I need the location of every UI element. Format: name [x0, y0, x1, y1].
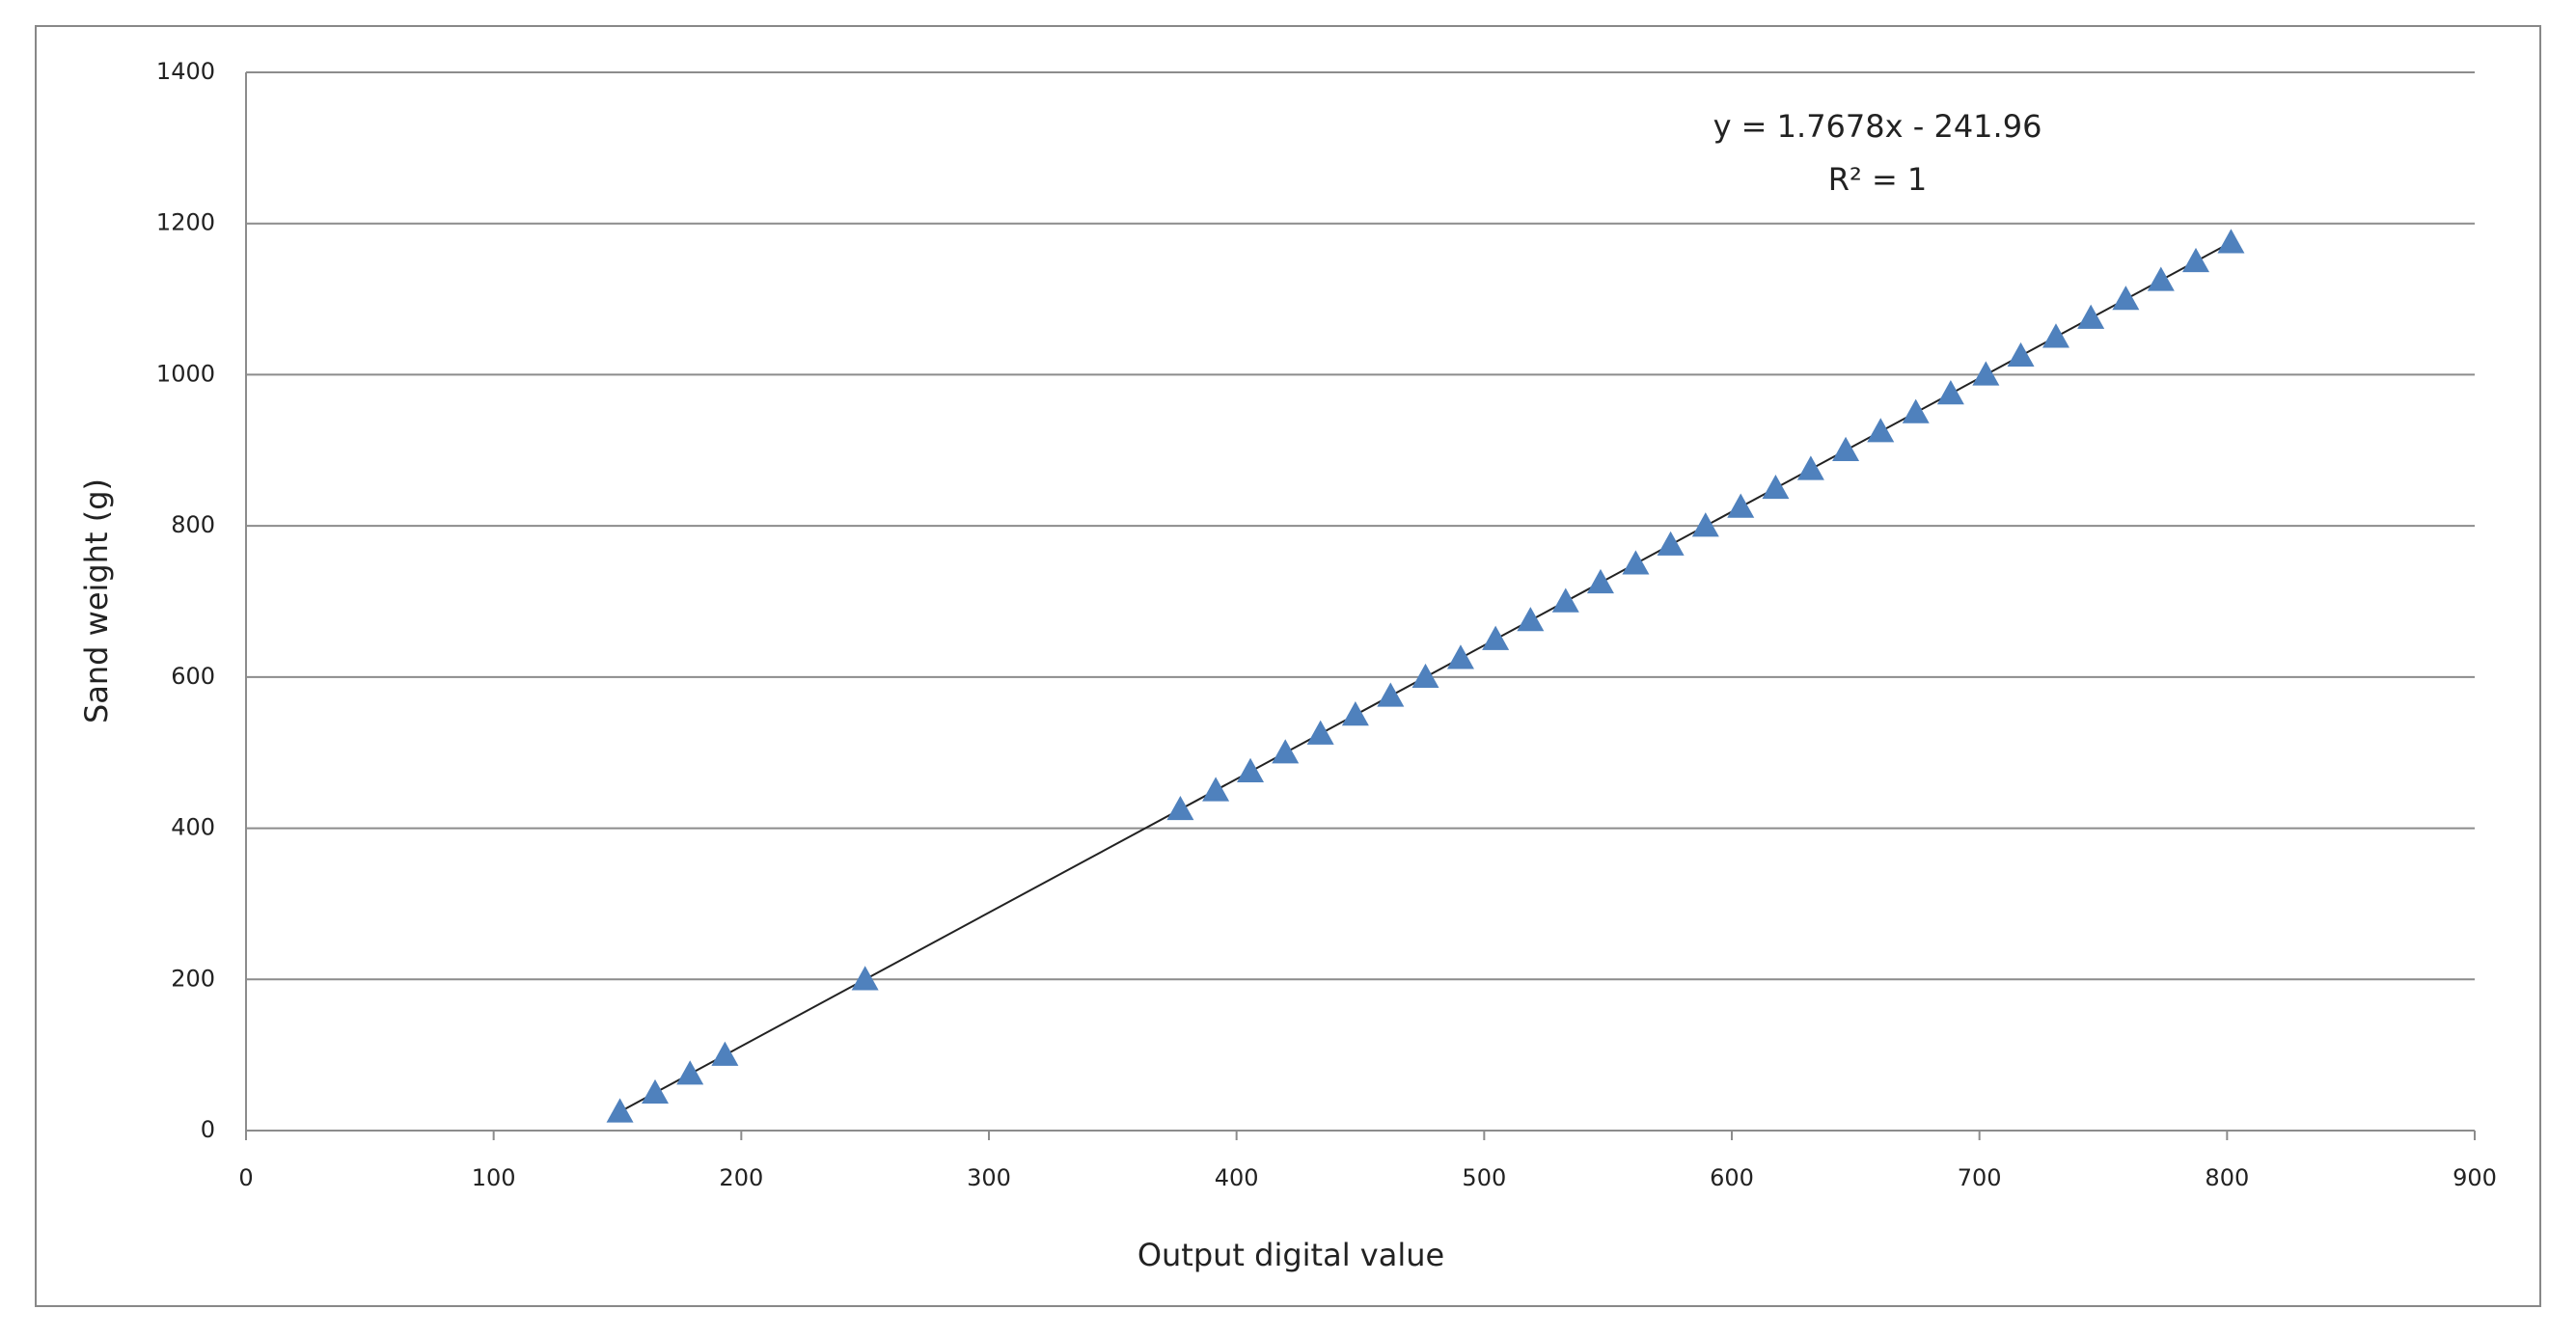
data-point	[1727, 493, 1755, 518]
x-tick-label: 900	[2453, 1164, 2497, 1191]
y-tick-label: 1400	[156, 58, 215, 85]
x-tick-label: 500	[1462, 1164, 1506, 1191]
data-point	[642, 1078, 670, 1105]
data-point	[1902, 398, 1930, 423]
data-point	[1446, 644, 1474, 669]
x-tick-label: 800	[2205, 1164, 2249, 1191]
equation-label: y = 1.7678x - 241.96	[1713, 108, 2042, 145]
x-tick-label: 200	[719, 1164, 763, 1191]
x-tick-label: 300	[967, 1164, 1011, 1191]
y-tick-label: 800	[171, 511, 215, 538]
y-axis-title: Sand weight (g)	[78, 478, 115, 723]
data-point	[1657, 531, 1685, 556]
data-point	[1306, 720, 1334, 745]
data-point	[606, 1098, 634, 1123]
data-point	[1377, 682, 1405, 707]
data-point	[1691, 512, 1719, 537]
y-tick-label: 1000	[156, 360, 215, 387]
x-tick-label: 600	[1710, 1164, 1754, 1191]
x-tick-label: 0	[238, 1164, 253, 1191]
data-point	[2042, 323, 2069, 348]
x-tick-label: 100	[472, 1164, 516, 1191]
r-squared-label: R² = 1	[1828, 161, 1928, 198]
data-point	[1762, 474, 1790, 500]
data-point	[676, 1060, 704, 1085]
data-point	[1272, 739, 1300, 764]
data-point	[2217, 229, 2245, 254]
y-tick-label: 200	[171, 965, 215, 992]
data-point	[1936, 380, 1964, 405]
chart-border	[35, 25, 2541, 1307]
data-point	[1411, 663, 1439, 689]
x-axis-title: Output digital value	[1137, 1237, 1444, 1273]
data-point	[1341, 701, 1369, 726]
data-point	[1517, 607, 1545, 632]
x-tick-label: 400	[1215, 1164, 1259, 1191]
y-tick-label: 0	[201, 1116, 215, 1143]
y-tick-label: 400	[171, 814, 215, 841]
data-point	[1551, 587, 1579, 613]
data-point	[2181, 247, 2209, 273]
data-point	[1202, 777, 1230, 802]
data-point	[1237, 757, 1265, 783]
data-point	[1796, 455, 1824, 480]
data-point	[2077, 304, 2105, 329]
data-point	[2147, 266, 2175, 291]
data-point	[1832, 436, 1860, 461]
y-tick-label: 600	[171, 663, 215, 690]
data-point	[2112, 286, 2140, 311]
data-point	[1622, 550, 1650, 575]
data-point	[1867, 418, 1895, 443]
y-tick-label: 1200	[156, 209, 215, 236]
data-point	[711, 1041, 739, 1066]
data-point	[1482, 625, 1510, 650]
data-point	[1166, 795, 1194, 821]
data-point	[1586, 568, 1614, 594]
data-point	[851, 966, 879, 991]
data-point	[1972, 361, 2000, 386]
data-point	[2007, 341, 2035, 368]
x-tick-label: 700	[1958, 1164, 2002, 1191]
